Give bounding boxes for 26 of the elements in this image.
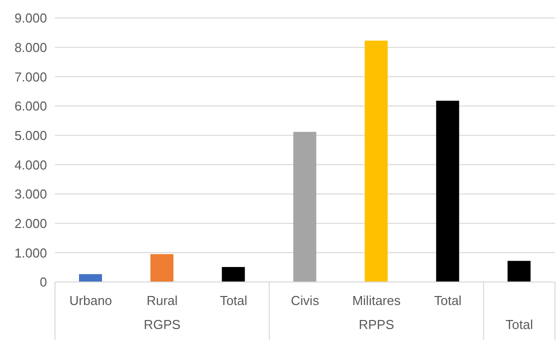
x-tick-label: Militares: [352, 293, 402, 308]
bar: [436, 100, 460, 282]
y-tick-label: 3.000: [14, 186, 47, 202]
x-tick-label: Total: [220, 293, 248, 308]
text: Total: [506, 317, 534, 332]
text: RPPS: [358, 317, 394, 332]
x-tick-label: Rural: [146, 293, 178, 308]
bar: [293, 132, 316, 282]
y-tick-label: 7.000: [14, 69, 47, 84]
bar: [150, 254, 174, 282]
y-tick-label: 6.000: [14, 98, 47, 114]
text: RGPS: [144, 317, 181, 332]
x-tick-label: Urbano: [69, 293, 112, 308]
y-tick-label: 5.000: [14, 128, 47, 143]
bar: [364, 40, 388, 282]
y-tick-label: 1.000: [14, 245, 47, 260]
y-tick-label: 0: [40, 274, 47, 290]
bar: [79, 274, 102, 282]
bar: [508, 260, 531, 282]
bar: [222, 267, 245, 282]
x-tick-label: Civis: [290, 293, 320, 308]
y-tick-label: 9.000: [14, 10, 47, 26]
y-tick-label: 8.000: [14, 40, 47, 55]
x-tick-label: Total: [434, 293, 462, 308]
y-tick-label: 4.000: [14, 157, 47, 172]
y-tick-label: 2.000: [14, 216, 47, 231]
